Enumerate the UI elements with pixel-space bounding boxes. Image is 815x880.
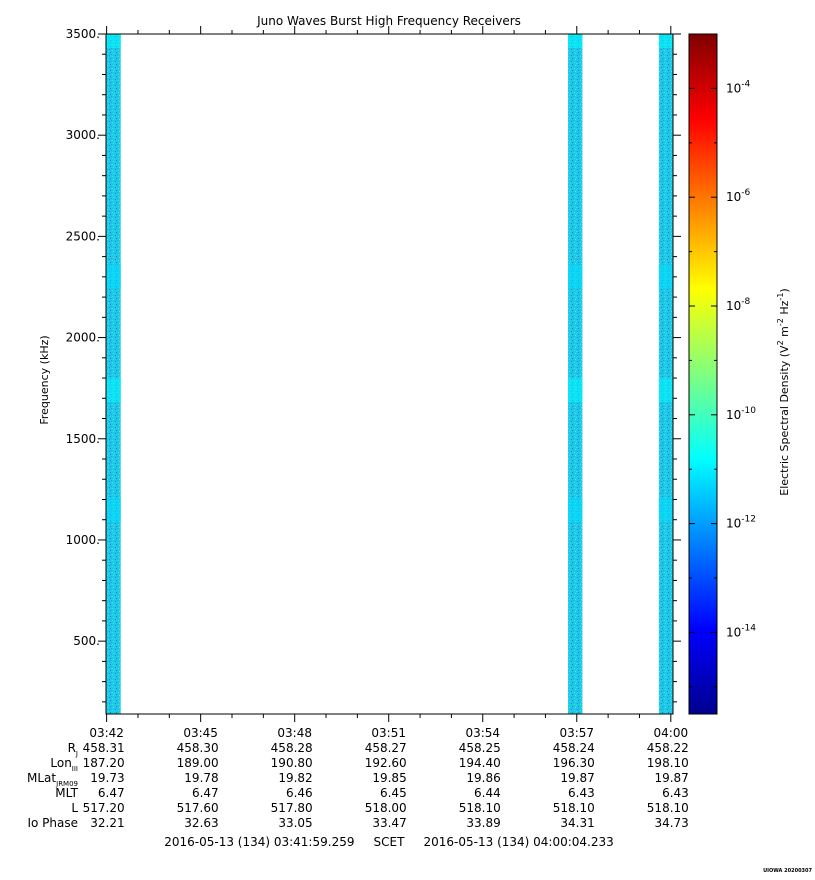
- ephemeris-label: LonIII: [50, 756, 78, 773]
- ephemeris-value: 34.31: [560, 816, 594, 830]
- ephemeris-value: 6.47: [192, 786, 219, 800]
- y-tick-label: 2500.: [66, 229, 100, 243]
- x-tick-label: 03:42: [89, 726, 124, 740]
- ephemeris-value: 458.25: [459, 741, 501, 755]
- ephemeris-value: 458.28: [271, 741, 313, 755]
- ephemeris-value: 6.44: [474, 786, 501, 800]
- colorbar-tick-label: 10-8: [726, 297, 751, 313]
- ephemeris-value: 19.78: [184, 771, 218, 785]
- ephemeris-value: 458.27: [365, 741, 407, 755]
- enhanced-band-0-0: [106, 264, 121, 289]
- x-tick-label: 03:45: [183, 726, 218, 740]
- footer-stamp: UIOWA 20200307: [763, 868, 812, 874]
- ephemeris-table: RJ 458.31 458.30 458.28 458.27 458.25 458.24 45…: [27, 741, 689, 830]
- y-axis: 500. 1000. 1500. 2000. 2500. 3000. 3500.: [66, 27, 681, 703]
- enhanced-band-2-3: [658, 34, 673, 49]
- ephemeris-label: Io Phase: [27, 816, 78, 830]
- ephemeris-value: 6.45: [380, 786, 407, 800]
- ephemeris-label: RJ: [68, 741, 78, 758]
- colorbar-tick-label: 10-12: [726, 515, 756, 531]
- ephemeris-value: 458.31: [83, 741, 125, 755]
- y-tick-label: 3500.: [66, 27, 100, 41]
- ephemeris-value: 33.47: [372, 816, 406, 830]
- ephemeris-value: 32.21: [90, 816, 124, 830]
- colorbar-label: Electric Spectral Density (V2 m-2 Hz-1): [776, 288, 791, 495]
- ephemeris-value: 196.30: [553, 756, 595, 770]
- ephemeris-value: 33.05: [278, 816, 312, 830]
- ephemeris-label: L: [71, 801, 78, 815]
- x-tick-label: 03:57: [559, 726, 594, 740]
- ephemeris-value: 192.60: [365, 756, 407, 770]
- ephemeris-value: 19.82: [278, 771, 312, 785]
- enhanced-band-1-0: [568, 264, 583, 289]
- enhanced-band-0-1: [106, 378, 121, 403]
- y-tick-label: 500.: [73, 634, 100, 648]
- colorbar-tick-label: 10-6: [726, 188, 751, 204]
- x-tick-label: 03:48: [277, 726, 312, 740]
- ephemeris-value: 6.43: [568, 786, 595, 800]
- enhanced-band-1-2: [568, 497, 583, 522]
- enhanced-band-2-1: [658, 378, 673, 403]
- enhanced-band-0-2: [106, 497, 121, 522]
- x-tick-label: 04:00: [654, 726, 689, 740]
- y-tick-label: 3000.: [66, 128, 100, 142]
- ephemeris-value: 19.86: [466, 771, 500, 785]
- ephemeris-value: 32.63: [184, 816, 218, 830]
- ephemeris-value: 19.87: [654, 771, 688, 785]
- plot-frame: [105, 33, 674, 715]
- colorbar: [688, 33, 718, 715]
- ephemeris-value: 518.10: [459, 801, 501, 815]
- ephemeris-value: 458.22: [647, 741, 689, 755]
- data-burst-1: [568, 34, 583, 714]
- ephemeris-value: 189.00: [177, 756, 219, 770]
- ephemeris-label: MLT: [55, 786, 78, 800]
- ephemeris-value: 33.89: [466, 816, 500, 830]
- colorbar-tick-label: 10-14: [726, 623, 756, 639]
- ephemeris-value: 187.20: [83, 756, 125, 770]
- enhanced-band-2-0: [658, 264, 673, 289]
- chart-title: Juno Waves Burst High Frequency Receiver…: [256, 14, 521, 28]
- ephemeris-value: 198.10: [647, 756, 689, 770]
- ephemeris-value: 19.85: [372, 771, 406, 785]
- ephemeris-value: 190.80: [271, 756, 313, 770]
- ephemeris-value: 34.73: [654, 816, 688, 830]
- x-tick-label: 03:51: [371, 726, 406, 740]
- ephemeris-label: MLatJRM09: [27, 771, 78, 788]
- ephemeris-value: 19.87: [560, 771, 594, 785]
- data-burst-2: [658, 34, 673, 714]
- ephemeris-value: 458.24: [553, 741, 595, 755]
- ephemeris-value: 518.10: [553, 801, 595, 815]
- y-axis-label: Frequency (kHz): [38, 335, 51, 424]
- enhanced-band-0-3: [106, 34, 121, 49]
- ephemeris-value: 517.20: [83, 801, 125, 815]
- ephemeris-value: 194.40: [459, 756, 501, 770]
- colorbar-tick-label: 10-4: [726, 79, 751, 95]
- data-burst-0: [106, 34, 121, 714]
- ephemeris-value: 6.46: [286, 786, 313, 800]
- ephemeris-value: 6.47: [98, 786, 125, 800]
- colorbar-ticks: 10-4 10-6 10-8 10-10 10-12 10-14: [689, 33, 756, 688]
- y-tick-label: 1500.: [66, 432, 100, 446]
- colorbar-tick-label: 10-10: [726, 406, 756, 422]
- ephemeris-value: 517.80: [271, 801, 313, 815]
- ephemeris-value: 518.00: [365, 801, 407, 815]
- enhanced-band-1-1: [568, 378, 583, 403]
- enhanced-band-2-2: [658, 497, 673, 522]
- enhanced-band-1-3: [568, 34, 583, 49]
- time-range: 2016-05-13 (134) 03:41:59.259 SCET 2016-…: [164, 835, 614, 849]
- x-tick-label: 03:54: [465, 726, 500, 740]
- ephemeris-value: 458.30: [177, 741, 219, 755]
- ephemeris-value: 6.43: [662, 786, 689, 800]
- data-bursts: [106, 34, 673, 714]
- ephemeris-value: 518.10: [647, 801, 689, 815]
- y-tick-label: 2000.: [66, 331, 100, 345]
- ephemeris-value: 517.60: [177, 801, 219, 815]
- y-tick-label: 1000.: [66, 533, 100, 547]
- x-axis: 03:42 03:45 03:48 03:51 03:54 03:57 04:00: [89, 26, 688, 740]
- ephemeris-value: 19.73: [90, 771, 124, 785]
